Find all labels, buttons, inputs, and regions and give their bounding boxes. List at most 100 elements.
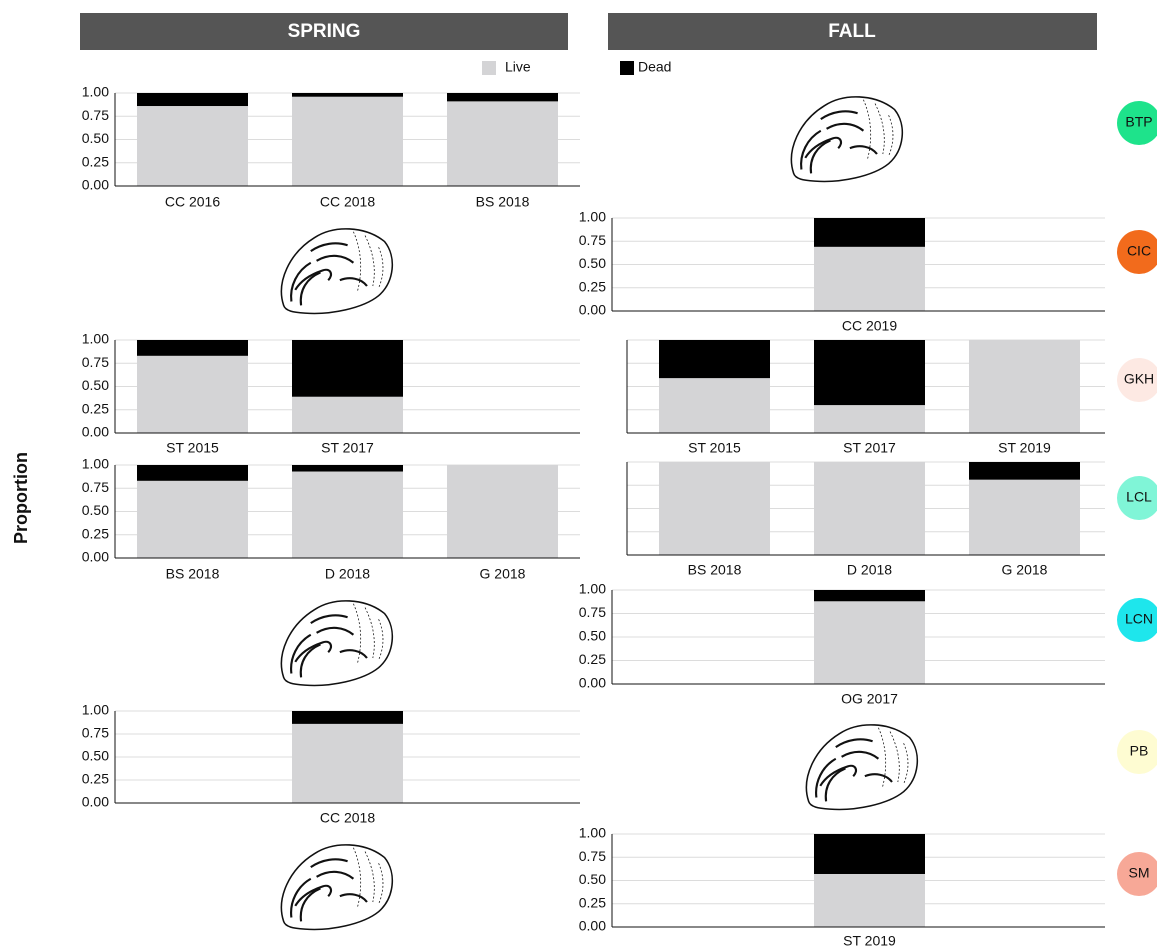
y-tick-label: 0.50 [82,377,109,393]
site-label: SM [1129,865,1150,881]
y-tick-label: 0.25 [579,894,606,910]
y-tick-label: 0.50 [579,255,606,271]
y-tick-label: 0.75 [82,354,109,370]
bar-segment [292,93,403,97]
oyster-icon [280,599,394,687]
y-tick-label: 1.00 [579,581,606,597]
legend-swatch [620,61,634,75]
bar-segment [814,340,925,406]
bar-segment [292,396,403,433]
chart: 0.00 0.25 0.50 0.75 1.00 ST 2015 ST 2017 [82,331,580,456]
legend-label: Live [505,59,531,75]
y-tick-label: 0.75 [82,725,109,741]
y-tick-label: 0.75 [579,604,606,620]
oyster-icon [790,95,904,183]
bar-segment [137,355,248,433]
y-tick-label: 0.00 [579,675,606,691]
bar-segment [292,465,403,472]
site-badge [1117,476,1157,520]
x-tick-label: CC 2018 [320,810,375,826]
x-tick-label: OG 2017 [841,691,898,707]
y-tick-label: 0.50 [82,748,109,764]
bar-segment [137,465,248,481]
chart: 0.00 0.25 0.50 0.75 1.00 CC 2018 [82,702,580,826]
bar-segment [814,590,925,602]
y-tick-label: 0.50 [82,502,109,518]
chart: 0.00 0.25 0.50 0.75 1.00 CC 2016 CC 2018 BS 201… [82,84,580,210]
y-tick-label: 0.00 [82,424,109,440]
site-badge [1117,598,1157,642]
bar-segment [292,471,403,558]
x-tick-label: BS 2018 [688,562,742,578]
header: FALL [828,21,876,42]
x-tick-label: CC 2018 [320,194,375,210]
y-tick-label: 0.25 [82,400,109,416]
chart: BS 2018 D 2018 G 2018 [626,461,1105,578]
bar-segment [137,93,248,107]
bar-segment [447,93,558,102]
x-tick-label: CC 2016 [165,194,220,210]
x-tick-label: ST 2017 [843,440,896,456]
bar-segment [814,405,925,433]
chart: 0.00 0.25 0.50 0.75 1.00 ST 2019 [579,825,1105,949]
site-badge [1117,730,1157,774]
site-badge [1117,852,1157,896]
site-badge [1117,358,1157,402]
header-bar [608,13,1097,50]
bar-segment [659,462,770,555]
y-tick-label: 1.00 [82,84,109,100]
y-tick-label: 0.00 [82,794,109,810]
bar-segment [814,873,925,927]
y-tick-label: 0.25 [579,651,606,667]
chart: ST 2015 ST 2017 ST 2019 [626,339,1105,456]
site-label: PB [1130,743,1149,759]
bar-segment [447,101,558,186]
site-badge [1117,230,1157,274]
y-tick-label: 0.50 [579,871,606,887]
bar-segment [137,340,248,356]
y-tick-label: 0.75 [579,232,606,248]
x-tick-label: ST 2015 [688,440,741,456]
y-tick-label: 1.00 [579,825,606,841]
x-tick-label: ST 2019 [998,440,1051,456]
y-tick-label: 0.00 [82,549,109,565]
site-label: LCN [1125,611,1153,627]
x-tick-label: D 2018 [325,566,370,582]
oyster-icon [280,843,394,931]
oyster-icon [805,723,919,811]
y-tick-label: 0.00 [82,177,109,193]
x-tick-label: BS 2018 [166,566,220,582]
x-tick-label: ST 2019 [843,933,896,949]
y-tick-label: 0.50 [579,628,606,644]
y-tick-label: 1.00 [82,456,109,472]
bar-segment [292,723,403,803]
bar-segment [814,462,925,555]
bar-segment [814,246,925,311]
bar-segment [659,340,770,379]
site-label: CIC [1127,243,1151,259]
bar-segment [969,479,1080,555]
site-label: GKH [1124,371,1154,387]
y-tick-label: 0.50 [82,130,109,146]
legend-swatch [482,61,496,75]
chart: 0.00 0.25 0.50 0.75 1.00 CC 2019 [579,209,1105,334]
bar-segment [447,465,558,558]
bar-segment [969,462,1080,480]
header-bar [80,13,568,50]
y-tick-label: 0.25 [82,771,109,787]
y-tick-label: 0.25 [82,153,109,169]
bar-segment [969,340,1080,433]
bar-segment [137,480,248,558]
x-tick-label: BS 2018 [476,194,530,210]
bar-segment [814,834,925,874]
y-tick-label: 0.75 [82,107,109,123]
header: SPRING [288,21,361,42]
y-tick-label: 0.75 [579,848,606,864]
chart: 0.00 0.25 0.50 0.75 1.00 OG 2017 [579,581,1105,707]
x-tick-label: G 2018 [480,566,526,582]
legend-label: Dead [638,59,671,75]
x-tick-label: G 2018 [1002,562,1048,578]
y-axis-label: Proportion [11,452,31,544]
y-tick-label: 0.25 [579,278,606,294]
